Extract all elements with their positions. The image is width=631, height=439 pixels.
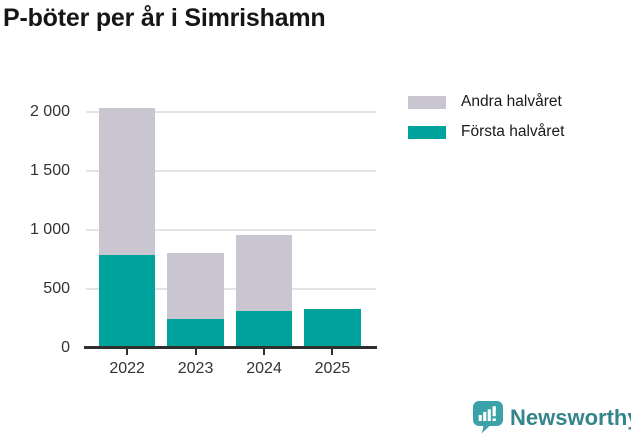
bar-segment-2023-andra bbox=[167, 253, 224, 320]
page-title: P-böter per år i Simrishamn bbox=[3, 4, 326, 32]
x-tick-2023 bbox=[194, 348, 197, 355]
bar-segment-2025-första bbox=[304, 308, 361, 348]
legend: Andra halvåret Första halvåret bbox=[408, 93, 564, 141]
x-tick-label-2022: 2022 bbox=[109, 360, 145, 377]
legend-swatch bbox=[408, 125, 446, 139]
y-tick-label: 1 000 bbox=[29, 220, 70, 238]
x-axis-line bbox=[84, 346, 377, 349]
gridline-500 bbox=[86, 287, 376, 290]
footer-brand: Newsworthy bbox=[473, 401, 631, 434]
y-tick-label: 1 500 bbox=[29, 161, 70, 179]
bar-segment-2024-andra bbox=[235, 235, 293, 311]
legend-label: Andra halvåret bbox=[461, 93, 562, 110]
legend-label: Första halvåret bbox=[461, 123, 565, 140]
x-tick-label-2025: 2025 bbox=[314, 360, 351, 377]
legend-item: Första halvåret bbox=[408, 123, 564, 141]
brand-name: Newsworthy bbox=[510, 404, 631, 430]
bar-segment-2022-andra bbox=[99, 107, 156, 256]
x-tick-label-2024: 2024 bbox=[246, 360, 282, 377]
x-tick-label-2023: 2023 bbox=[177, 360, 214, 377]
gridline-2000 bbox=[86, 110, 376, 113]
y-tick-label: 0 bbox=[61, 338, 70, 356]
x-tick-2022 bbox=[126, 348, 129, 355]
gridline-1000 bbox=[86, 228, 376, 231]
bar-segment-2024-första bbox=[235, 310, 293, 348]
legend-item: Andra halvåret bbox=[408, 93, 564, 111]
y-tick-label: 500 bbox=[43, 279, 70, 297]
bar-segment-2023-första bbox=[167, 319, 224, 348]
newsworthy-logo-icon bbox=[473, 401, 503, 434]
gridline-1500 bbox=[86, 169, 376, 172]
x-tick-2024 bbox=[263, 348, 266, 355]
legend-swatch bbox=[408, 95, 446, 109]
x-tick-2025 bbox=[331, 348, 334, 355]
y-tick-label: 2 000 bbox=[29, 102, 70, 120]
bar-segment-2022-första bbox=[99, 255, 156, 348]
